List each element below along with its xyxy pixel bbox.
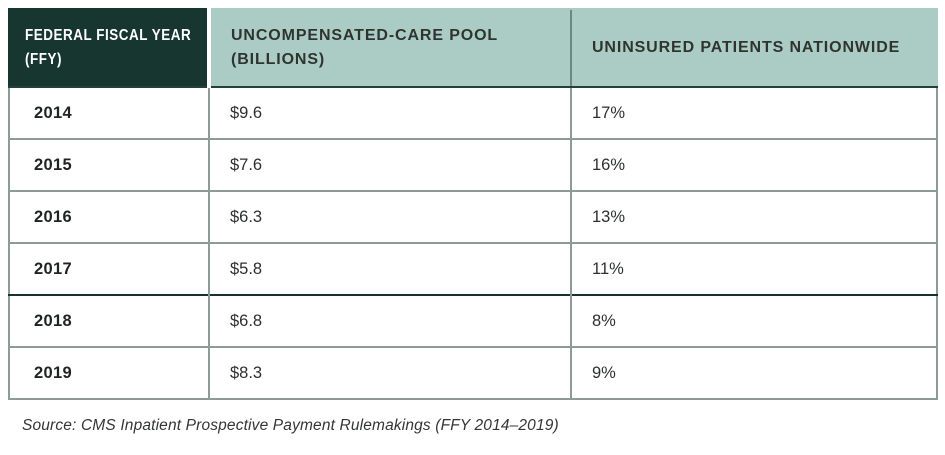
cell-ffy: 2015 xyxy=(9,138,209,191)
cell-pool: $6.8 xyxy=(208,294,571,347)
cell-uninsured: 8% xyxy=(570,294,937,347)
cell-ffy: 2019 xyxy=(9,346,209,399)
cell-uninsured: 11% xyxy=(570,242,937,295)
cell-pool: $7.6 xyxy=(208,138,571,191)
cell-ffy: 2014 xyxy=(34,103,73,122)
table-body: 2014 $9.6 17% 2015 $7.6 16% 2016 $6.3 13… xyxy=(9,87,937,399)
cell-uninsured: 13% xyxy=(570,190,937,243)
cell-uninsured: 9% xyxy=(570,346,937,399)
cell-ffy: 2018 xyxy=(9,294,209,347)
column-header-federal-fiscal-year: FEDERAL FISCAL YEAR (FFY) xyxy=(8,8,209,88)
cell-ffy: 2016 xyxy=(9,190,209,243)
table-row-2019: 2019 $8.3 9% xyxy=(9,346,937,399)
table-row-2014: 2014 $9.6 17% xyxy=(9,87,937,139)
cell-pool: $6.3 xyxy=(208,190,571,243)
table-row-2017: 2017 $5.8 11% xyxy=(9,242,937,295)
table-row-2018: 2018 $6.8 8% xyxy=(9,294,937,347)
column-header-uncompensated-care-pool: UNCOMPENSATED-CARE POOL (BILLIONS) xyxy=(207,8,571,88)
source-note: Source: CMS Inpatient Prospective Paymen… xyxy=(22,417,559,434)
table-header: FEDERAL FISCAL YEAR (FFY) UNCOMPENSATED-… xyxy=(8,8,938,88)
cell-uninsured: 16% xyxy=(570,138,937,191)
table-row-2015: 2015 $7.6 16% xyxy=(9,138,937,191)
cell-uninsured: 17% xyxy=(570,87,937,139)
cell-pool: $9.6 xyxy=(208,87,571,139)
uncompensated-care-table: FEDERAL FISCAL YEAR (FFY) UNCOMPENSATED-… xyxy=(8,8,938,400)
column-header-uninsured-patients: UNINSURED PATIENTS NATIONWIDE xyxy=(570,8,938,88)
header-row: FEDERAL FISCAL YEAR (FFY) UNCOMPENSATED-… xyxy=(8,8,938,88)
column-header-federal-fiscal-year-label: FEDERAL FISCAL YEAR (FFY) xyxy=(25,27,192,68)
cell-pool: $5.8 xyxy=(208,242,571,295)
cell-ffy: 2017 xyxy=(9,242,209,295)
cell-pool: $8.3 xyxy=(208,346,571,399)
table-row-2016: 2016 $6.3 13% xyxy=(9,190,937,243)
